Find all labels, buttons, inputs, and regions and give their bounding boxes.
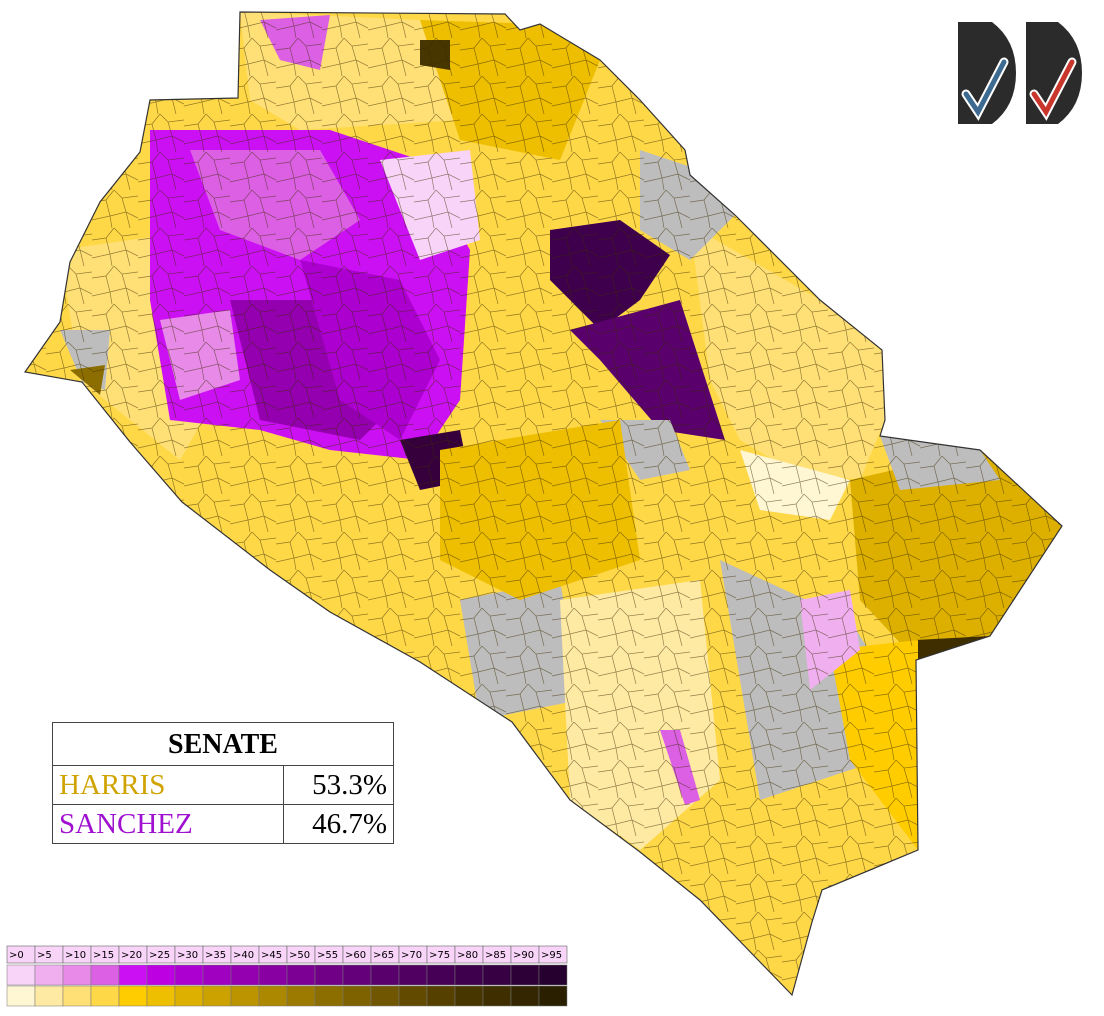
candidate-name: SANCHEZ <box>53 805 284 843</box>
legend-swatch <box>174 964 204 986</box>
legend-swatch <box>482 964 512 986</box>
legend-swatch <box>258 964 288 986</box>
legend-swatch <box>6 964 36 986</box>
legend-swatch <box>258 985 288 1007</box>
legend-swatch <box>286 964 316 986</box>
legend-swatch <box>314 985 344 1007</box>
legend-swatch <box>510 964 540 986</box>
legend-label: >95 <box>541 950 562 961</box>
legend-swatch <box>118 985 148 1007</box>
legend-label: >80 <box>457 950 478 961</box>
results-table: SENATE HARRIS 53.3% SANCHEZ 46.7% <box>52 722 394 844</box>
legend-swatch <box>342 985 372 1007</box>
legend-swatch <box>426 985 456 1007</box>
candidate-name: HARRIS <box>53 766 284 804</box>
legend-swatch <box>90 985 120 1007</box>
legend-label: >90 <box>513 950 534 961</box>
legend-swatch <box>482 985 512 1007</box>
legend-label: >10 <box>65 950 86 961</box>
legend-swatch <box>398 985 428 1007</box>
legend-swatch <box>342 964 372 986</box>
legend-swatch <box>6 985 36 1007</box>
legend-swatch <box>202 985 232 1007</box>
legend-label: >30 <box>177 950 198 961</box>
legend-swatch <box>90 964 120 986</box>
legend-label: >75 <box>429 950 450 961</box>
legend-label: >40 <box>233 950 254 961</box>
legend-swatch <box>538 964 568 986</box>
legend-label: >15 <box>93 950 114 961</box>
logo <box>958 22 1082 124</box>
legend-swatch <box>510 985 540 1007</box>
legend-swatch <box>538 985 568 1007</box>
legend-label: >25 <box>149 950 170 961</box>
legend-swatch <box>34 985 64 1007</box>
legend-swatch <box>370 985 400 1007</box>
legend-label: >70 <box>401 950 422 961</box>
legend-swatch <box>426 964 456 986</box>
result-row: HARRIS 53.3% <box>53 766 393 804</box>
legend-swatch <box>454 964 484 986</box>
legend-swatch <box>230 985 260 1007</box>
legend-label: >45 <box>261 950 282 961</box>
legend-label: >35 <box>205 950 226 961</box>
legend-swatch <box>314 964 344 986</box>
legend-label: >50 <box>289 950 310 961</box>
legend-label: >65 <box>373 950 394 961</box>
legend-label: >20 <box>121 950 142 961</box>
legend-swatch <box>146 964 176 986</box>
legend: >0 >5 >10 >15 >20 >25 >30 >35 >40 >45 >50 >55 >60 >65… <box>6 945 568 1007</box>
legend-swatch <box>62 985 92 1007</box>
legend-label-cell <box>538 945 568 964</box>
legend-swatch <box>454 985 484 1007</box>
legend-swatch <box>230 964 260 986</box>
legend-swatch <box>146 985 176 1007</box>
legend-swatch <box>174 985 204 1007</box>
candidate-share: 53.3% <box>312 769 387 801</box>
table-title: SENATE <box>53 723 393 766</box>
legend-swatch <box>202 964 232 986</box>
legend-swatch <box>370 964 400 986</box>
result-row: SANCHEZ 46.7% <box>53 804 393 843</box>
candidate-share: 46.7% <box>312 808 387 840</box>
legend-label: >5 <box>37 950 52 961</box>
legend-label: >60 <box>345 950 366 961</box>
legend-swatch <box>286 985 316 1007</box>
legend-swatch <box>34 964 64 986</box>
legend-swatch <box>398 964 428 986</box>
county-outline <box>23 11 1063 997</box>
legend-label: >85 <box>485 950 506 961</box>
legend-label: >55 <box>317 950 338 961</box>
legend-swatch <box>62 964 92 986</box>
legend-label: >0 <box>9 950 24 961</box>
legend-swatch <box>118 964 148 986</box>
